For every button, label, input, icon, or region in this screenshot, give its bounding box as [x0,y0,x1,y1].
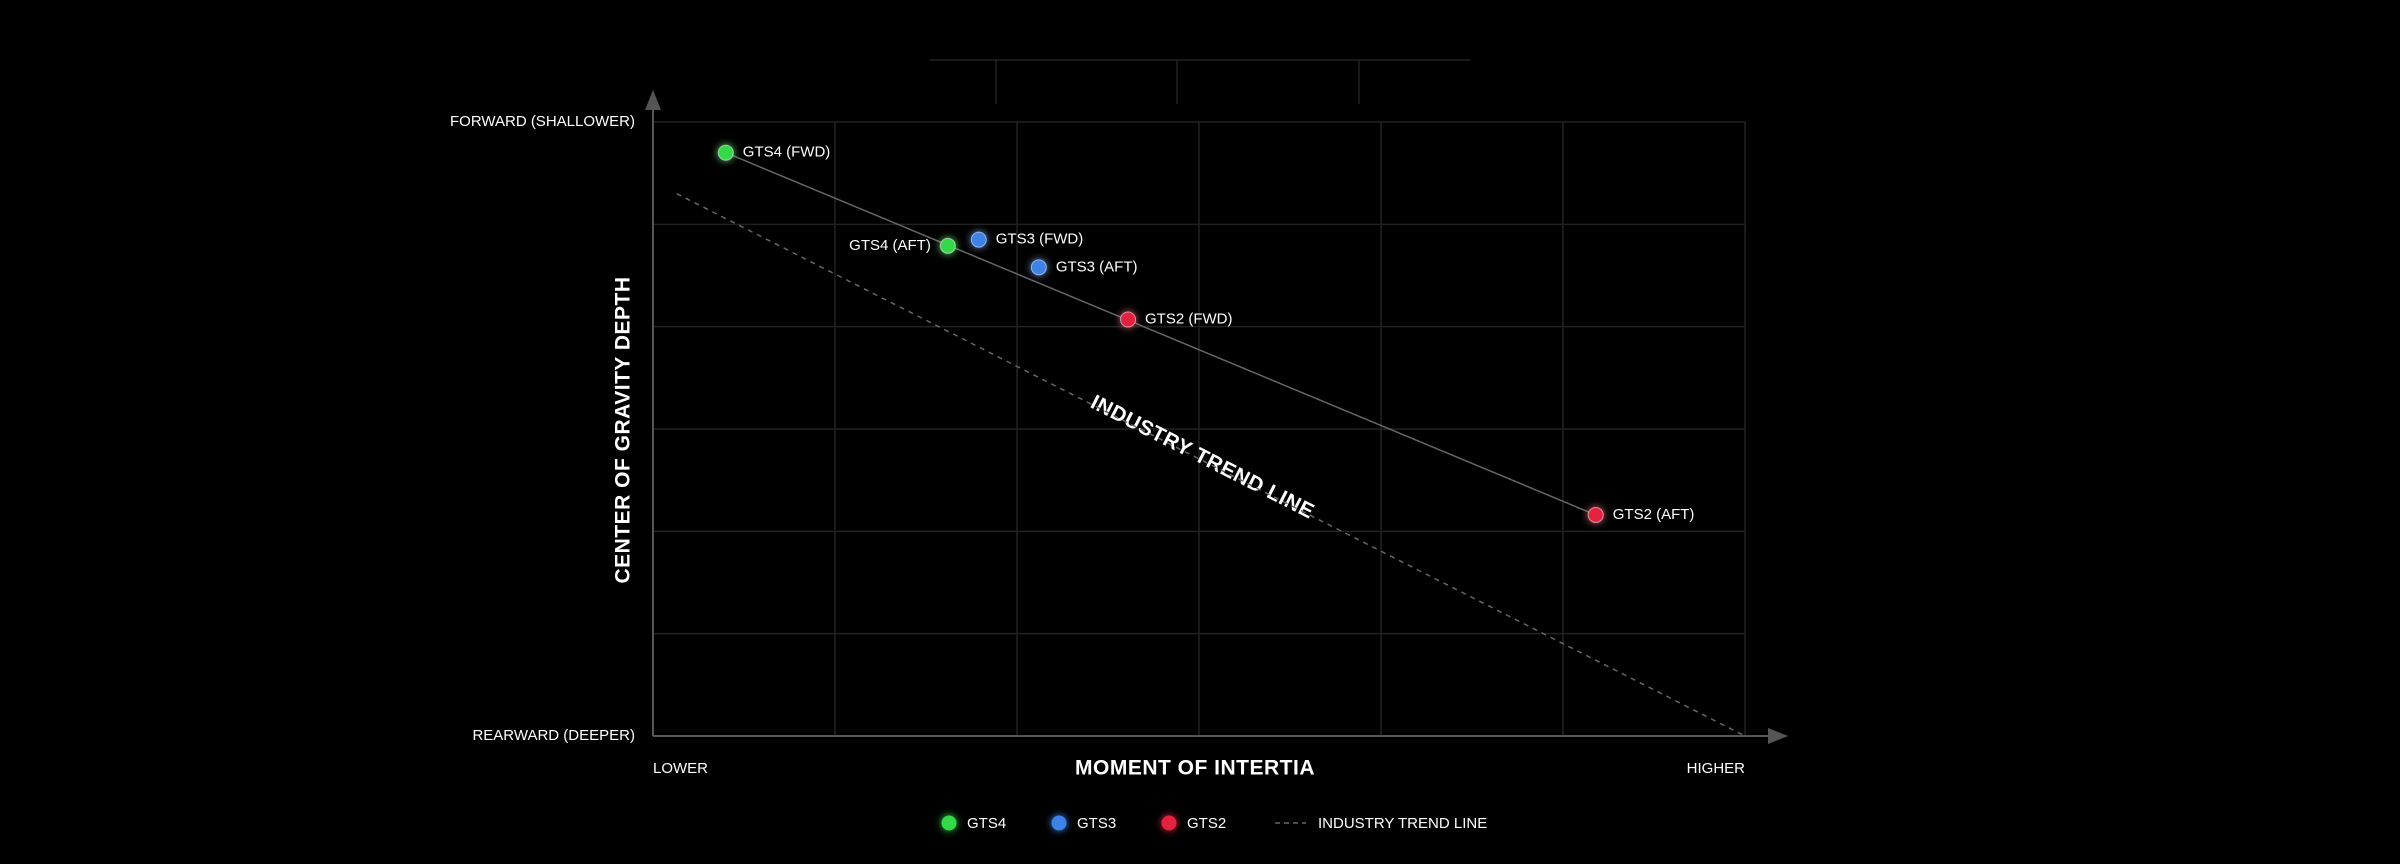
point-label: GTS3 (FWD) [996,231,1084,248]
point-label: GTS2 (FWD) [1145,310,1233,327]
connector-line [725,152,1597,516]
point-label: GTS2 (AFT) [1613,506,1695,523]
legend-label: INDUSTRY TREND LINE [1318,815,1487,832]
grid [652,121,1746,737]
legend-label: GTS4 [967,815,1006,832]
point-label: GTS4 (FWD) [743,144,831,161]
legend-marker [941,815,957,831]
data-point [717,144,734,161]
y-tick-label: FORWARD (SHALLOWER) [450,113,635,130]
legend: GTS4 GTS3 GTS2 INDUSTRY TREND LINE [941,815,1487,832]
top-decoration [930,59,1470,104]
data-point [939,237,956,254]
point-label: GTS3 (AFT) [1056,258,1138,275]
legend-marker [1051,815,1067,831]
x-axis-title: MOMENT OF INTERTIA [1075,757,1315,780]
data-point [1030,259,1047,276]
point-label: GTS4 (AFT) [849,237,931,254]
legend-marker [1161,815,1177,831]
y-tick-label: REARWARD (DEEPER) [472,727,635,744]
x-tick-label: LOWER [653,760,708,777]
plot: GTS4 (FWD) GTS4 (AFT) GTS3 (FWD) GTS3 (AFT)… [676,144,1746,737]
data-point [970,231,987,248]
data-point [1120,311,1137,328]
legend-label: GTS2 [1187,815,1226,832]
trend-annotation: INDUSTRY TREND LINE [1087,391,1318,524]
y-axis-title: CENTER OF GRAVITY DEPTH [612,276,635,583]
x-tick-label: HIGHER [1687,760,1746,777]
data-point [1587,506,1604,523]
legend-label: GTS3 [1077,815,1116,832]
